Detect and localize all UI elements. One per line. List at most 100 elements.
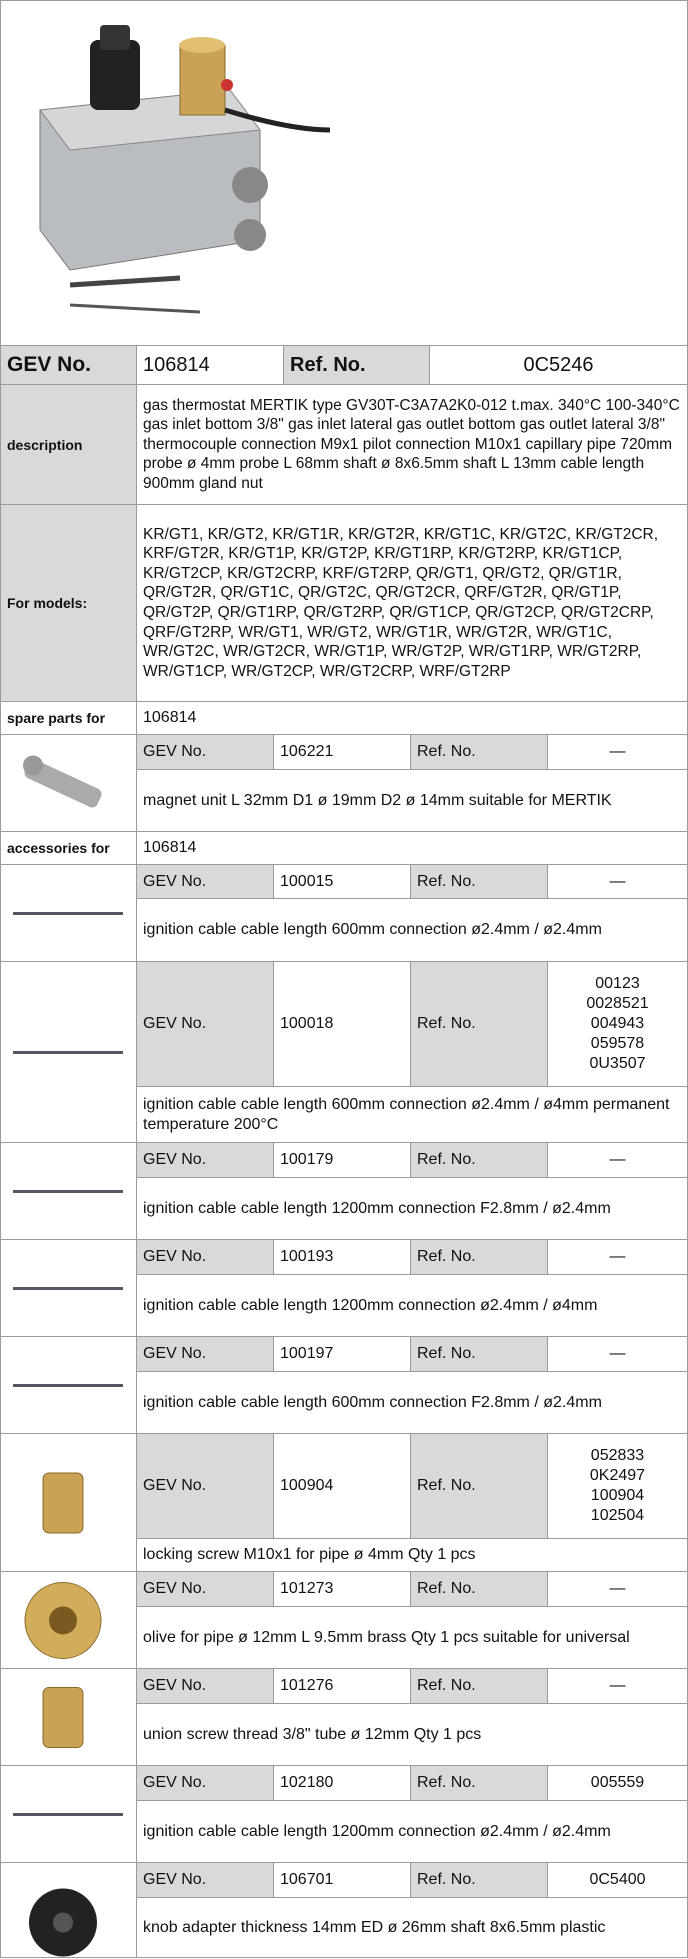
ref-no: — xyxy=(609,743,626,760)
ref-label: Ref. No. xyxy=(411,962,548,1087)
part-image-cell xyxy=(0,1863,137,1958)
part-image-cell xyxy=(0,1143,137,1240)
ref-label: Ref. No. xyxy=(411,865,548,899)
gev-label: GEV No. xyxy=(137,1669,274,1704)
gev-label: GEV No. xyxy=(137,1434,274,1539)
gev-no: 101276 xyxy=(274,1669,411,1704)
part-description: magnet unit L 32mm D1 ø 19mm D2 ø 14mm s… xyxy=(137,770,688,832)
gev-label: GEV No. xyxy=(137,865,274,899)
part-image xyxy=(42,1687,84,1748)
part-description: olive for pipe ø 12mm L 9.5mm brass Qty … xyxy=(137,1607,688,1669)
ref-no-cell: — xyxy=(548,735,688,770)
part-image xyxy=(13,1813,123,1816)
ref-no: 102504 xyxy=(590,1507,645,1524)
gev-label: GEV No. xyxy=(137,1572,274,1607)
ref-no: — xyxy=(609,1677,626,1694)
gev-label: GEV No. xyxy=(137,1337,274,1372)
gev-no: 106814 xyxy=(137,346,284,385)
gev-label: GEV No. xyxy=(137,735,274,770)
gev-label: GEV No. xyxy=(137,1863,274,1898)
ref-no-cell: 005559 xyxy=(548,1766,688,1801)
part-image-cell xyxy=(0,962,137,1143)
gev-no: 100179 xyxy=(274,1143,411,1178)
models-label: For models: xyxy=(0,505,137,702)
part-image xyxy=(13,1051,123,1054)
product-image xyxy=(39,25,331,314)
gev-label: GEV No. xyxy=(137,1240,274,1275)
ref-no: 00123 xyxy=(595,975,640,992)
ref-no: 0K2497 xyxy=(589,1467,646,1484)
gev-no: 102180 xyxy=(274,1766,411,1801)
ref-no: 0028521 xyxy=(586,995,649,1012)
part-description: ignition cable cable length 600mm connec… xyxy=(137,1087,688,1143)
part-image-cell xyxy=(0,1337,137,1434)
part-image xyxy=(24,1582,102,1659)
part-image-cell xyxy=(0,865,137,962)
ref-label: Ref. No. xyxy=(411,1337,548,1372)
ref-label: Ref. No. xyxy=(411,1863,548,1898)
ref-label: Ref. No. xyxy=(411,1434,548,1539)
ref-label: Ref. No. xyxy=(411,1240,548,1275)
ref-no: 005559 xyxy=(590,1774,645,1791)
ref-label: Ref. No. xyxy=(411,735,548,770)
part-image-cell xyxy=(0,1240,137,1337)
ref-no-cell: 052833 0K2497 100904 102504 xyxy=(548,1434,688,1539)
section-gev-no: 106814 xyxy=(137,702,688,735)
part-image xyxy=(42,1472,84,1534)
gev-label: GEV No. xyxy=(137,962,274,1087)
gev-no: 106701 xyxy=(274,1863,411,1898)
part-description: ignition cable cable length 600mm connec… xyxy=(137,899,688,962)
part-image xyxy=(13,1190,123,1193)
ref-no: 0C5400 xyxy=(589,1871,646,1888)
ref-no: 059578 xyxy=(590,1035,645,1052)
gev-no: 100904 xyxy=(274,1434,411,1539)
part-image-cell xyxy=(0,1434,137,1572)
part-image xyxy=(13,1287,123,1290)
part-image-cell xyxy=(0,735,137,832)
ref-no: — xyxy=(609,1345,626,1362)
ref-label: Ref. No. xyxy=(284,346,430,385)
ref-no: — xyxy=(609,872,626,890)
ref-no-cell: — xyxy=(548,1572,688,1607)
part-image-cell xyxy=(0,1572,137,1669)
section-label: accessories for xyxy=(0,832,137,865)
ref-no-cell: — xyxy=(548,1337,688,1372)
gev-no: 100015 xyxy=(274,865,411,899)
gev-no: 101273 xyxy=(274,1572,411,1607)
part-description: union screw thread 3/8" tube ø 12mm Qty … xyxy=(137,1704,688,1766)
ref-no: 004943 xyxy=(590,1015,645,1032)
ref-no: — xyxy=(609,1151,626,1168)
ref-no-cell: — xyxy=(548,865,688,899)
section-label: spare parts for xyxy=(0,702,137,735)
part-description: locking screw M10x1 for pipe ø 4mm Qty 1… xyxy=(137,1539,688,1572)
ref-label: Ref. No. xyxy=(411,1572,548,1607)
ref-no-cell: — xyxy=(548,1669,688,1704)
ref-label: Ref. No. xyxy=(411,1766,548,1801)
gev-label: GEV No. xyxy=(137,1766,274,1801)
ref-label: Ref. No. xyxy=(411,1669,548,1704)
part-image xyxy=(13,912,123,915)
part-description: ignition cable cable length 1200mm conne… xyxy=(137,1178,688,1240)
gev-label: GEV No. xyxy=(137,1143,274,1178)
ref-no: 0C5246 xyxy=(430,346,688,385)
part-description: ignition cable cable length 600mm connec… xyxy=(137,1372,688,1434)
part-description: ignition cable cable length 1200mm conne… xyxy=(137,1801,688,1863)
part-description: knob adapter thickness 14mm ED ø 26mm sh… xyxy=(137,1898,688,1958)
section-gev-no: 106814 xyxy=(137,832,688,865)
gev-no: 100197 xyxy=(274,1337,411,1372)
part-description: ignition cable cable length 1200mm conne… xyxy=(137,1275,688,1337)
ref-no-cell: 00123 0028521 004943 059578 0U3507 xyxy=(548,962,688,1087)
ref-no-cell: — xyxy=(548,1143,688,1178)
ref-no: 0U3507 xyxy=(589,1055,646,1072)
part-image xyxy=(29,1888,97,1957)
ref-no-cell: 0C5400 xyxy=(548,1863,688,1898)
models-text: KR/GT1, KR/GT2, KR/GT1R, KR/GT2R, KR/GT1… xyxy=(137,505,688,702)
gev-no: 100193 xyxy=(274,1240,411,1275)
part-image xyxy=(23,755,102,808)
gev-no: 100018 xyxy=(274,962,411,1087)
part-image-cell xyxy=(0,1766,137,1863)
ref-no: — xyxy=(609,1248,626,1265)
description-label: description xyxy=(0,385,137,505)
gev-no: 106221 xyxy=(274,735,411,770)
